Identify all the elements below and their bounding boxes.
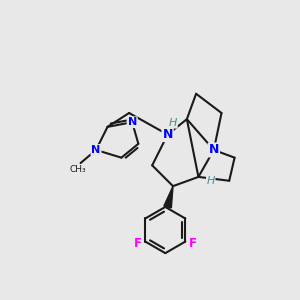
Text: F: F bbox=[134, 237, 142, 250]
Text: H: H bbox=[169, 118, 177, 128]
Text: CH₃: CH₃ bbox=[69, 165, 86, 174]
Text: H: H bbox=[206, 176, 215, 186]
Text: N: N bbox=[162, 128, 173, 141]
Text: F: F bbox=[189, 237, 197, 250]
Text: N: N bbox=[92, 145, 100, 155]
Polygon shape bbox=[164, 186, 173, 208]
Text: N: N bbox=[208, 143, 219, 157]
Text: N: N bbox=[128, 117, 137, 127]
